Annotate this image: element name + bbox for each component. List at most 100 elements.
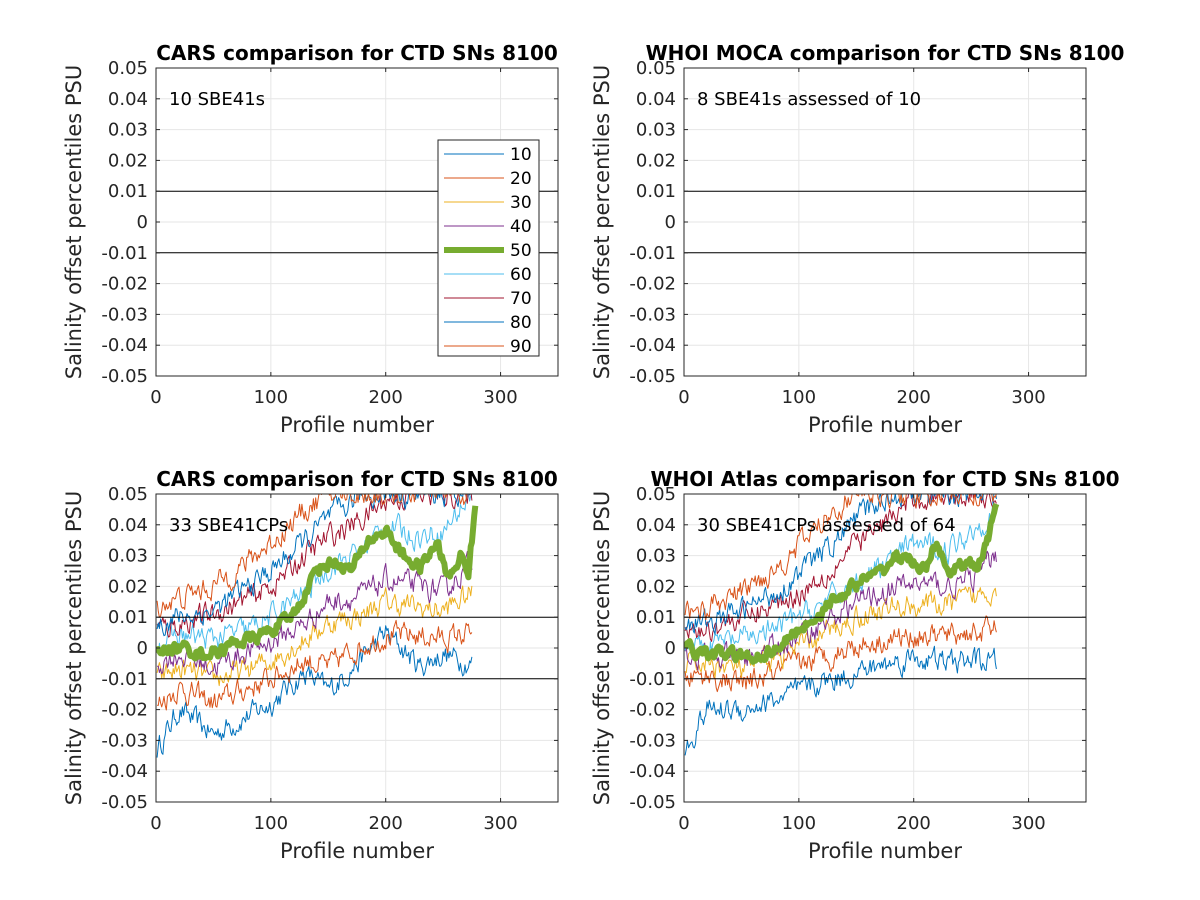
chart-panel-4: 0 100 200 300 0.05 0.04 0.03 0.02 0.01 0 -0.01 -0.0…: [590, 467, 1120, 863]
series-line-50: [684, 502, 1000, 665]
y-tick-label: 0.03: [108, 546, 148, 567]
y-tick-label: 0.02: [636, 576, 676, 597]
legend-label-80: 80: [510, 313, 532, 333]
y-tick-label: -0.01: [101, 669, 148, 690]
x-tick-label: 200: [897, 387, 931, 408]
y-tick-label: -0.01: [101, 243, 148, 264]
y-tick-label: -0.03: [629, 730, 676, 751]
series-line-80: [684, 494, 997, 635]
legend: 10 20 30 40 50 60 70 80 90: [437, 139, 540, 357]
series-line-90: [684, 494, 997, 621]
chart-panel-3: 0 100 200 300 0.05 0.04 0.03 0.02 0.01 0 -0.01 -0.0…: [62, 467, 559, 863]
x-axis-label: Profile number: [808, 413, 962, 437]
y-tick-label: 0.05: [108, 484, 148, 505]
series-line-20: [684, 615, 997, 693]
x-tick-label: 100: [254, 387, 288, 408]
y-axis-label: Salinity offset percentiles PSU: [590, 491, 614, 805]
series-line-10: [156, 625, 473, 758]
y-tick-label: 0.01: [636, 607, 676, 628]
y-tick-label: -0.04: [629, 761, 676, 782]
x-tick-label: 300: [1011, 813, 1045, 834]
x-tick-label: 100: [254, 813, 288, 834]
chart-title: CARS comparison for CTD SNs 8100: [156, 41, 558, 65]
x-axis-label: Profile number: [808, 839, 962, 863]
chart-title: CARS comparison for CTD SNs 8100: [156, 467, 558, 491]
y-tick-label: 0.03: [108, 120, 148, 141]
legend-label-20: 20: [510, 169, 532, 189]
y-tick-label: -0.03: [629, 304, 676, 325]
y-tick-label: -0.05: [101, 792, 148, 813]
y-tick-label: 0.03: [636, 120, 676, 141]
y-axis-label: Salinity offset percentiles PSU: [590, 65, 614, 379]
y-tick-label: -0.05: [629, 366, 676, 387]
y-tick-label: -0.05: [629, 792, 676, 813]
legend-label-90: 90: [510, 337, 532, 357]
series-line-70: [156, 494, 473, 638]
x-tick-label: 300: [1011, 387, 1045, 408]
x-tick-label: 300: [483, 813, 517, 834]
chart-annotation: 10 SBE41s: [169, 89, 265, 110]
x-tick-label: 0: [678, 813, 689, 834]
x-tick-label: 200: [369, 813, 403, 834]
chart-title: WHOI Atlas comparison for CTD SNs 8100: [650, 467, 1119, 491]
y-tick-label: 0.05: [636, 484, 676, 505]
series-line-90: [156, 494, 468, 618]
y-tick-label: 0: [137, 638, 148, 659]
y-tick-label: 0.04: [108, 515, 148, 536]
legend-label-30: 30: [510, 193, 532, 213]
y-tick-label: 0.03: [636, 546, 676, 567]
x-tick-label: 0: [678, 387, 689, 408]
series-line-10: [684, 645, 997, 756]
y-tick-label: 0.05: [108, 58, 148, 79]
y-tick-label: 0.05: [636, 58, 676, 79]
chart-annotation: 30 SBE41CPs assessed of 64: [697, 515, 956, 536]
y-axis-label: Salinity offset percentiles PSU: [62, 491, 86, 805]
y-tick-label: 0: [137, 212, 148, 233]
series-line-30: [685, 586, 997, 679]
y-tick-label: 0.04: [636, 89, 676, 110]
series-line-30: [156, 585, 473, 687]
y-tick-label: 0: [665, 212, 676, 233]
x-tick-label: 200: [369, 387, 403, 408]
series-line-70: [684, 494, 997, 642]
y-tick-label: -0.02: [101, 274, 148, 295]
series-group: [684, 494, 1000, 756]
y-tick-label: -0.03: [101, 730, 148, 751]
chart-panel-2: 0 100 200 300 0.05 0.04 0.03 0.02 0.01 0 -0.01 -0.0…: [590, 41, 1124, 437]
x-axis-label: Profile number: [280, 413, 434, 437]
y-tick-label: 0.04: [636, 515, 676, 536]
y-tick-label: 0.02: [636, 150, 676, 171]
x-tick-label: 0: [150, 387, 161, 408]
legend-label-40: 40: [510, 217, 532, 237]
series-line-50: [156, 505, 479, 662]
legend-label-10: 10: [510, 145, 532, 165]
y-tick-label: 0.04: [108, 89, 148, 110]
x-axis-label: Profile number: [280, 839, 434, 863]
y-tick-label: -0.01: [629, 243, 676, 264]
series-line-80: [156, 494, 471, 637]
y-tick-label: -0.02: [629, 274, 676, 295]
y-tick-label: 0.02: [108, 576, 148, 597]
series-line-40: [684, 550, 997, 671]
legend-label-70: 70: [510, 289, 532, 309]
y-tick-label: -0.04: [101, 761, 148, 782]
y-axis-label: Salinity offset percentiles PSU: [62, 65, 86, 379]
legend-label-60: 60: [510, 265, 532, 285]
x-tick-label: 0: [150, 813, 161, 834]
chart-title: WHOI MOCA comparison for CTD SNs 8100: [646, 41, 1125, 65]
legend-label-50: 50: [510, 241, 532, 261]
y-tick-label: -0.05: [101, 366, 148, 387]
x-tick-label: 300: [483, 387, 517, 408]
series-group: [156, 494, 479, 758]
y-tick-label: -0.02: [101, 700, 148, 721]
chart-annotation: 33 SBE41CPs: [169, 515, 288, 536]
series-line-20: [157, 619, 473, 711]
x-tick-label: 100: [782, 813, 816, 834]
y-tick-label: 0.01: [108, 181, 148, 202]
chart-annotation: 8 SBE41s assessed of 10: [697, 89, 921, 110]
x-tick-label: 100: [782, 387, 816, 408]
x-tick-label: 200: [897, 813, 931, 834]
chart-panel-1: 0 100 200 300 0.05 0.04 0.03 0.02 0.01 0 -0.01 -0.0…: [62, 41, 559, 437]
y-tick-label: -0.03: [101, 304, 148, 325]
